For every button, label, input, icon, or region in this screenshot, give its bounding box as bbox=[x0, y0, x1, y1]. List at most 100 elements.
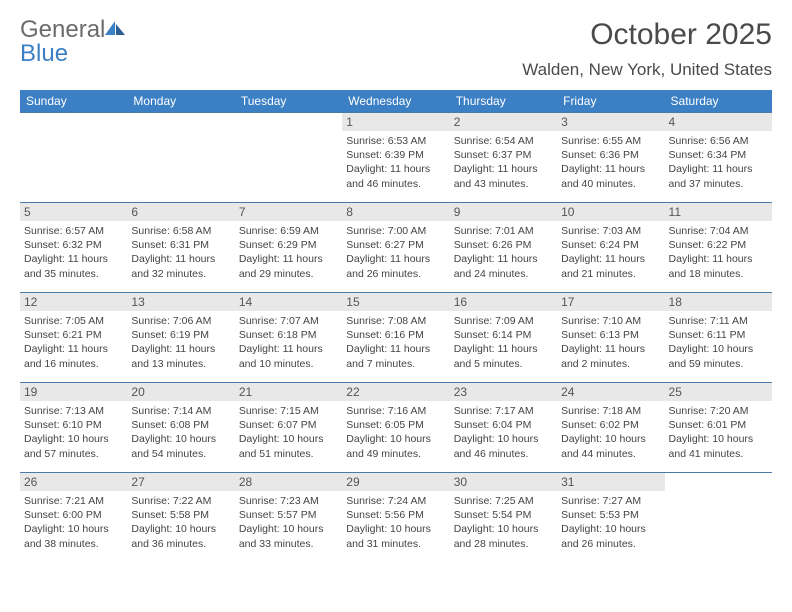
days-of-week-row: SundayMondayTuesdayWednesdayThursdayFrid… bbox=[20, 90, 772, 113]
day-details: Sunrise: 7:17 AMSunset: 6:04 PMDaylight:… bbox=[454, 404, 553, 461]
day-details: Sunrise: 7:03 AMSunset: 6:24 PMDaylight:… bbox=[561, 224, 660, 281]
day-number: 29 bbox=[342, 473, 449, 491]
day-number: 22 bbox=[342, 383, 449, 401]
day-number: 16 bbox=[450, 293, 557, 311]
calendar-cell: 25Sunrise: 7:20 AMSunset: 6:01 PMDayligh… bbox=[665, 383, 772, 473]
day-number: 11 bbox=[665, 203, 772, 221]
header: General Blue October 2025 Walden, New Yo… bbox=[20, 18, 772, 80]
day-number: 9 bbox=[450, 203, 557, 221]
day-number: 30 bbox=[450, 473, 557, 491]
day-details: Sunrise: 7:08 AMSunset: 6:16 PMDaylight:… bbox=[346, 314, 445, 371]
day-details: Sunrise: 6:54 AMSunset: 6:37 PMDaylight:… bbox=[454, 134, 553, 191]
calendar-cell: 18 Sunrise: 7:11 AMSunset: 6:11 PMDayligh… bbox=[665, 293, 772, 383]
day-details: Sunrise: 7:06 AMSunset: 6:19 PMDaylight:… bbox=[131, 314, 230, 371]
calendar-cell bbox=[235, 113, 342, 203]
day-number: 14 bbox=[235, 293, 342, 311]
calendar-body: 1 Sunrise: 6:53 AMSunset: 6:39 PMDaylight… bbox=[20, 113, 772, 563]
day-number: 25 bbox=[665, 383, 772, 401]
dow-header: Saturday bbox=[665, 90, 772, 113]
day-details: Sunrise: 6:59 AMSunset: 6:29 PMDaylight:… bbox=[239, 224, 338, 281]
day-number: 24 bbox=[557, 383, 664, 401]
day-details: Sunrise: 7:23 AMSunset: 5:57 PMDaylight:… bbox=[239, 494, 338, 551]
dow-header: Friday bbox=[557, 90, 664, 113]
dow-header: Wednesday bbox=[342, 90, 449, 113]
calendar-cell: 21Sunrise: 7:15 AMSunset: 6:07 PMDayligh… bbox=[235, 383, 342, 473]
day-details: Sunrise: 7:01 AMSunset: 6:26 PMDaylight:… bbox=[454, 224, 553, 281]
day-details: Sunrise: 7:10 AMSunset: 6:13 PMDaylight:… bbox=[561, 314, 660, 371]
day-number: 19 bbox=[20, 383, 127, 401]
day-details: Sunrise: 6:57 AMSunset: 6:32 PMDaylight:… bbox=[24, 224, 123, 281]
calendar-cell: 7 Sunrise: 6:59 AMSunset: 6:29 PMDaylight… bbox=[235, 203, 342, 293]
calendar-cell: 11 Sunrise: 7:04 AMSunset: 6:22 PMDayligh… bbox=[665, 203, 772, 293]
day-details: Sunrise: 7:13 AMSunset: 6:10 PMDaylight:… bbox=[24, 404, 123, 461]
day-details: Sunrise: 7:05 AMSunset: 6:21 PMDaylight:… bbox=[24, 314, 123, 371]
brand-part2: Blue bbox=[20, 40, 68, 67]
day-number: 21 bbox=[235, 383, 342, 401]
calendar-cell: 4 Sunrise: 6:56 AMSunset: 6:34 PMDaylight… bbox=[665, 113, 772, 203]
day-details: Sunrise: 7:09 AMSunset: 6:14 PMDaylight:… bbox=[454, 314, 553, 371]
calendar-cell: 22 Sunrise: 7:16 AMSunset: 6:05 PMDayligh… bbox=[342, 383, 449, 473]
day-number: 6 bbox=[127, 203, 234, 221]
day-number: 7 bbox=[235, 203, 342, 221]
calendar-table: SundayMondayTuesdayWednesdayThursdayFrid… bbox=[20, 90, 772, 563]
day-number: 12 bbox=[20, 293, 127, 311]
calendar-cell: 28 Sunrise: 7:23 AMSunset: 5:57 PMDayligh… bbox=[235, 473, 342, 563]
calendar-cell: 1 Sunrise: 6:53 AMSunset: 6:39 PMDaylight… bbox=[342, 113, 449, 203]
calendar-cell: 20 Sunrise: 7:14 AMSunset: 6:08 PMDayligh… bbox=[127, 383, 234, 473]
day-details: Sunrise: 7:24 AMSunset: 5:56 PMDaylight:… bbox=[346, 494, 445, 551]
calendar-cell: 3 Sunrise: 6:55 AMSunset: 6:36 PMDaylight… bbox=[557, 113, 664, 203]
day-number: 5 bbox=[20, 203, 127, 221]
day-details: Sunrise: 7:00 AMSunset: 6:27 PMDaylight:… bbox=[346, 224, 445, 281]
day-number: 1 bbox=[342, 113, 449, 131]
day-details: Sunrise: 7:25 AMSunset: 5:54 PMDaylight:… bbox=[454, 494, 553, 551]
calendar-week: 5 Sunrise: 6:57 AMSunset: 6:32 PMDaylight… bbox=[20, 203, 772, 293]
day-number: 4 bbox=[665, 113, 772, 131]
calendar-cell: 29 Sunrise: 7:24 AMSunset: 5:56 PMDayligh… bbox=[342, 473, 449, 563]
dow-header: Thursday bbox=[450, 90, 557, 113]
day-details: Sunrise: 7:04 AMSunset: 6:22 PMDaylight:… bbox=[669, 224, 768, 281]
day-details: Sunrise: 7:21 AMSunset: 6:00 PMDaylight:… bbox=[24, 494, 123, 551]
calendar-cell: 27Sunrise: 7:22 AMSunset: 5:58 PMDayligh… bbox=[127, 473, 234, 563]
day-details: Sunrise: 6:56 AMSunset: 6:34 PMDaylight:… bbox=[669, 134, 768, 191]
brand-sail-icon bbox=[105, 21, 127, 37]
dow-header: Tuesday bbox=[235, 90, 342, 113]
day-number: 23 bbox=[450, 383, 557, 401]
calendar-cell: 5 Sunrise: 6:57 AMSunset: 6:32 PMDaylight… bbox=[20, 203, 127, 293]
brand-logo: General Blue bbox=[20, 18, 127, 66]
calendar-cell: 8 Sunrise: 7:00 AMSunset: 6:27 PMDaylight… bbox=[342, 203, 449, 293]
day-number: 18 bbox=[665, 293, 772, 311]
calendar-week: 19 Sunrise: 7:13 AMSunset: 6:10 PMDayligh… bbox=[20, 383, 772, 473]
month-title: October 2025 bbox=[522, 18, 772, 52]
day-details: Sunrise: 7:11 AMSunset: 6:11 PMDaylight:… bbox=[669, 314, 768, 371]
calendar-cell: 2Sunrise: 6:54 AMSunset: 6:37 PMDaylight… bbox=[450, 113, 557, 203]
day-details: Sunrise: 7:14 AMSunset: 6:08 PMDaylight:… bbox=[131, 404, 230, 461]
day-number: 28 bbox=[235, 473, 342, 491]
calendar-cell bbox=[20, 113, 127, 203]
calendar-cell: 17Sunrise: 7:10 AMSunset: 6:13 PMDayligh… bbox=[557, 293, 664, 383]
day-number: 3 bbox=[557, 113, 664, 131]
day-details: Sunrise: 6:53 AMSunset: 6:39 PMDaylight:… bbox=[346, 134, 445, 191]
calendar-week: 26Sunrise: 7:21 AMSunset: 6:00 PMDayligh… bbox=[20, 473, 772, 563]
brand-text: General Blue bbox=[20, 18, 127, 66]
day-number: 8 bbox=[342, 203, 449, 221]
calendar-cell: 19 Sunrise: 7:13 AMSunset: 6:10 PMDayligh… bbox=[20, 383, 127, 473]
day-details: Sunrise: 7:18 AMSunset: 6:02 PMDaylight:… bbox=[561, 404, 660, 461]
calendar-cell: 31Sunrise: 7:27 AMSunset: 5:53 PMDayligh… bbox=[557, 473, 664, 563]
calendar-cell: 12 Sunrise: 7:05 AMSunset: 6:21 PMDayligh… bbox=[20, 293, 127, 383]
day-number: 10 bbox=[557, 203, 664, 221]
day-number: 13 bbox=[127, 293, 234, 311]
day-details: Sunrise: 6:55 AMSunset: 6:36 PMDaylight:… bbox=[561, 134, 660, 191]
day-details: Sunrise: 7:16 AMSunset: 6:05 PMDaylight:… bbox=[346, 404, 445, 461]
calendar-cell: 6Sunrise: 6:58 AMSunset: 6:31 PMDaylight… bbox=[127, 203, 234, 293]
calendar-cell: 9 Sunrise: 7:01 AMSunset: 6:26 PMDaylight… bbox=[450, 203, 557, 293]
day-number: 20 bbox=[127, 383, 234, 401]
calendar-cell: 24 Sunrise: 7:18 AMSunset: 6:02 PMDayligh… bbox=[557, 383, 664, 473]
calendar-cell: 23 Sunrise: 7:17 AMSunset: 6:04 PMDayligh… bbox=[450, 383, 557, 473]
location-text: Walden, New York, United States bbox=[522, 60, 772, 80]
calendar-week: 12 Sunrise: 7:05 AMSunset: 6:21 PMDayligh… bbox=[20, 293, 772, 383]
calendar-cell bbox=[127, 113, 234, 203]
day-details: Sunrise: 7:07 AMSunset: 6:18 PMDaylight:… bbox=[239, 314, 338, 371]
calendar-week: 1 Sunrise: 6:53 AMSunset: 6:39 PMDaylight… bbox=[20, 113, 772, 203]
day-number: 27 bbox=[127, 473, 234, 491]
title-block: October 2025 Walden, New York, United St… bbox=[522, 18, 772, 80]
